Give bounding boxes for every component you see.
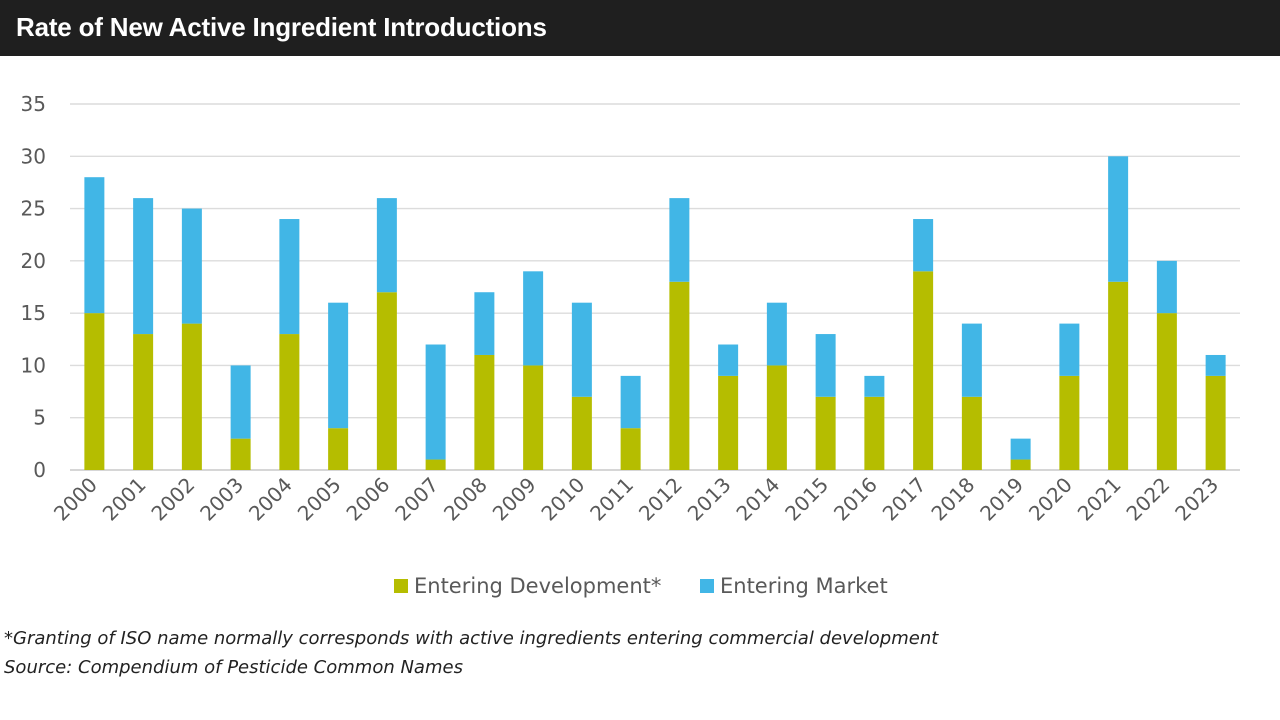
bar-development-2011 <box>620 428 641 470</box>
title-bar: Rate of New Active Ingredient Introducti… <box>0 0 1280 56</box>
bar-market-2002 <box>181 208 202 324</box>
y-tick-label: 35 <box>21 92 46 116</box>
footnote-source: Source: Compendium of Pesticide Common N… <box>4 657 463 678</box>
bar-development-2023 <box>1205 375 1226 470</box>
legend: Entering Development* Entering Market <box>0 574 1280 600</box>
x-tick-label: 2023 <box>1170 473 1223 526</box>
x-tick-label: 2011 <box>585 473 638 526</box>
bar-development-2015 <box>815 396 836 470</box>
bar-development-2020 <box>1059 375 1080 470</box>
legend-item-market: Entering Market <box>700 574 888 598</box>
bar-market-2000 <box>84 177 105 314</box>
x-tick-label: 2019 <box>975 473 1028 526</box>
x-tick-label: 2013 <box>683 473 736 526</box>
bar-market-2022 <box>1156 260 1177 314</box>
legend-label-market: Entering Market <box>720 574 888 598</box>
x-tick-label: 2017 <box>878 473 931 526</box>
legend-label-development: Entering Development* <box>414 574 662 598</box>
chart-title: Rate of New Active Ingredient Introducti… <box>16 12 547 42</box>
legend-swatch-market <box>700 579 714 593</box>
y-tick-label: 10 <box>21 353 46 377</box>
x-tick-label: 2015 <box>780 473 833 526</box>
x-tick-label: 2007 <box>390 473 443 526</box>
bar-market-2019 <box>1010 438 1031 460</box>
bar-market-2014 <box>766 302 787 366</box>
x-tick-label: 2018 <box>926 473 979 526</box>
bar-market-2005 <box>328 302 349 429</box>
y-tick-label: 30 <box>21 144 46 168</box>
bar-development-2009 <box>523 365 544 470</box>
bar-development-2013 <box>718 375 739 470</box>
stacked-bar-chart: 0510152025303520002001200220032004200520… <box>21 92 1240 526</box>
bar-market-2001 <box>133 198 154 335</box>
x-tick-label: 2014 <box>731 473 784 526</box>
x-tick-label: 2010 <box>536 473 589 526</box>
y-tick-label: 20 <box>21 249 46 273</box>
x-tick-label: 2008 <box>439 473 492 526</box>
x-tick-label: 2009 <box>488 473 541 526</box>
bar-development-2006 <box>376 292 397 470</box>
bar-market-2006 <box>376 198 397 293</box>
bar-market-2011 <box>620 375 641 429</box>
bar-market-2013 <box>718 344 739 376</box>
y-tick-label: 0 <box>33 458 46 482</box>
bar-development-2010 <box>571 396 592 470</box>
x-tick-label: 2021 <box>1073 473 1126 526</box>
bar-development-2000 <box>84 313 105 470</box>
bar-market-2009 <box>523 271 544 366</box>
x-tick-label: 2003 <box>195 473 248 526</box>
y-tick-label: 5 <box>33 406 46 430</box>
bar-development-2012 <box>669 281 690 470</box>
bar-development-2008 <box>474 354 495 470</box>
y-tick-label: 15 <box>21 301 46 325</box>
bar-development-2018 <box>961 396 982 470</box>
bar-development-2017 <box>913 271 934 470</box>
x-tick-label: 2004 <box>244 473 297 526</box>
bar-development-2019 <box>1010 459 1031 470</box>
bar-market-2003 <box>230 365 251 439</box>
bar-development-2007 <box>425 459 446 470</box>
x-tick-label: 2005 <box>293 473 346 526</box>
bar-market-2016 <box>864 375 885 397</box>
footnote-note: *Granting of ISO name normally correspon… <box>4 628 939 649</box>
bar-development-2002 <box>181 323 202 470</box>
x-tick-label: 2020 <box>1024 473 1077 526</box>
bar-market-2018 <box>961 323 982 397</box>
bar-market-2020 <box>1059 323 1080 376</box>
bars <box>84 156 1226 470</box>
bar-development-2004 <box>279 334 300 470</box>
legend-swatch-development <box>394 579 408 593</box>
x-tick-label: 2016 <box>829 473 882 526</box>
bar-development-2005 <box>328 428 349 470</box>
bar-market-2023 <box>1205 354 1226 376</box>
bar-development-2021 <box>1108 281 1129 470</box>
bar-market-2017 <box>913 219 934 272</box>
x-tick-label: 2006 <box>341 473 394 526</box>
bar-market-2021 <box>1108 156 1129 282</box>
y-tick-label: 25 <box>21 197 46 221</box>
x-tick-label: 2012 <box>634 473 687 526</box>
bar-development-2016 <box>864 396 885 470</box>
bar-market-2008 <box>474 292 495 355</box>
gridlines <box>70 103 1240 471</box>
bar-development-2022 <box>1156 313 1177 470</box>
bar-market-2015 <box>815 334 836 397</box>
legend-item-development: Entering Development* <box>394 574 661 598</box>
bar-market-2007 <box>425 344 446 460</box>
x-tick-label: 2022 <box>1121 473 1174 526</box>
bar-development-2014 <box>766 365 787 470</box>
bar-market-2004 <box>279 219 300 335</box>
bar-market-2012 <box>669 198 690 282</box>
x-tick-label: 2000 <box>49 473 102 526</box>
bar-market-2010 <box>571 302 592 397</box>
bar-development-2001 <box>133 334 154 470</box>
x-tick-label: 2001 <box>98 473 151 526</box>
bar-development-2003 <box>230 438 251 470</box>
x-tick-label: 2002 <box>146 473 199 526</box>
